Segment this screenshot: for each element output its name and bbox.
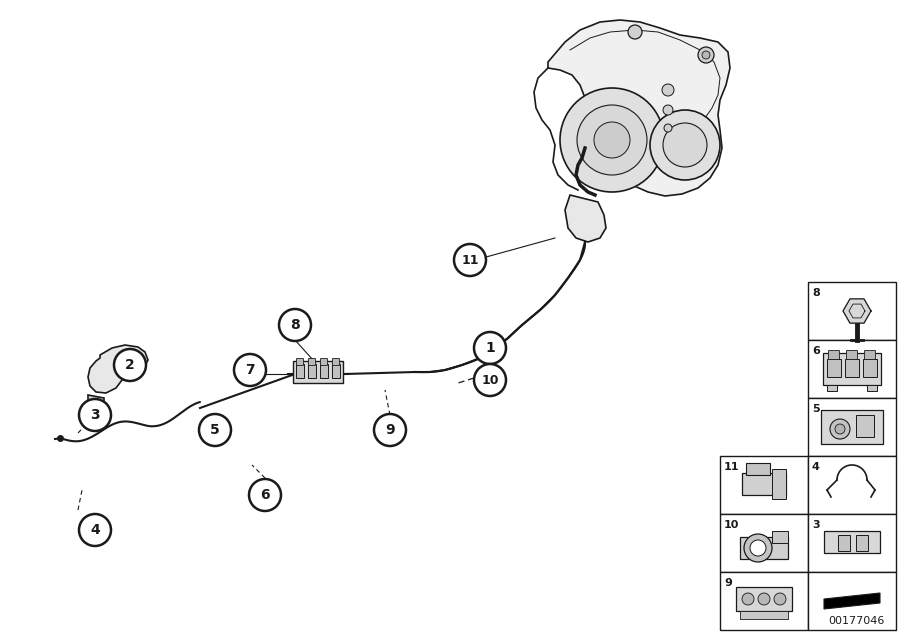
Circle shape bbox=[830, 419, 850, 439]
Circle shape bbox=[374, 414, 406, 446]
FancyBboxPatch shape bbox=[740, 611, 788, 619]
FancyBboxPatch shape bbox=[808, 572, 896, 630]
FancyBboxPatch shape bbox=[772, 469, 786, 499]
Text: 7: 7 bbox=[245, 363, 255, 377]
Circle shape bbox=[474, 332, 506, 364]
FancyBboxPatch shape bbox=[746, 463, 770, 475]
FancyBboxPatch shape bbox=[332, 364, 340, 378]
FancyBboxPatch shape bbox=[320, 359, 328, 366]
Circle shape bbox=[663, 105, 673, 115]
Text: 4: 4 bbox=[90, 523, 100, 537]
Circle shape bbox=[234, 354, 266, 386]
FancyBboxPatch shape bbox=[838, 535, 850, 551]
FancyBboxPatch shape bbox=[856, 535, 868, 551]
Text: 3: 3 bbox=[812, 520, 820, 530]
FancyBboxPatch shape bbox=[863, 359, 877, 377]
FancyBboxPatch shape bbox=[740, 537, 788, 559]
Circle shape bbox=[594, 122, 630, 158]
Circle shape bbox=[744, 534, 772, 562]
Text: 00177046: 00177046 bbox=[829, 616, 885, 626]
Circle shape bbox=[79, 399, 111, 431]
Circle shape bbox=[121, 353, 129, 361]
Circle shape bbox=[650, 110, 720, 180]
Circle shape bbox=[750, 540, 766, 556]
Text: 8: 8 bbox=[290, 318, 300, 332]
Circle shape bbox=[835, 424, 845, 434]
Polygon shape bbox=[565, 195, 606, 242]
FancyBboxPatch shape bbox=[867, 385, 877, 391]
Text: 8: 8 bbox=[812, 288, 820, 298]
Text: 11: 11 bbox=[461, 254, 479, 266]
Circle shape bbox=[560, 88, 664, 192]
Circle shape bbox=[114, 349, 146, 381]
FancyBboxPatch shape bbox=[821, 410, 883, 444]
Circle shape bbox=[577, 105, 647, 175]
FancyBboxPatch shape bbox=[720, 572, 808, 630]
Text: 9: 9 bbox=[724, 578, 732, 588]
Circle shape bbox=[663, 123, 707, 167]
Circle shape bbox=[279, 309, 311, 341]
FancyBboxPatch shape bbox=[808, 456, 896, 514]
Circle shape bbox=[199, 414, 231, 446]
Text: 5: 5 bbox=[210, 423, 220, 437]
Polygon shape bbox=[88, 345, 148, 393]
Text: 4: 4 bbox=[812, 462, 820, 472]
FancyBboxPatch shape bbox=[827, 385, 837, 391]
Text: 11: 11 bbox=[724, 462, 740, 472]
Circle shape bbox=[454, 244, 486, 276]
FancyBboxPatch shape bbox=[808, 514, 896, 572]
FancyBboxPatch shape bbox=[332, 359, 339, 366]
FancyBboxPatch shape bbox=[856, 415, 874, 437]
FancyBboxPatch shape bbox=[296, 364, 304, 378]
Circle shape bbox=[698, 47, 714, 63]
FancyBboxPatch shape bbox=[827, 359, 841, 377]
Circle shape bbox=[79, 514, 111, 546]
Circle shape bbox=[702, 51, 710, 59]
Circle shape bbox=[662, 84, 674, 96]
Circle shape bbox=[774, 593, 786, 605]
Circle shape bbox=[249, 479, 281, 511]
FancyBboxPatch shape bbox=[845, 359, 859, 377]
FancyBboxPatch shape bbox=[308, 364, 316, 378]
FancyBboxPatch shape bbox=[742, 473, 786, 495]
FancyBboxPatch shape bbox=[824, 531, 880, 553]
Circle shape bbox=[742, 593, 754, 605]
Text: 6: 6 bbox=[260, 488, 270, 502]
Polygon shape bbox=[293, 361, 343, 383]
Text: 9: 9 bbox=[385, 423, 395, 437]
FancyBboxPatch shape bbox=[736, 587, 792, 611]
FancyBboxPatch shape bbox=[808, 340, 896, 398]
FancyBboxPatch shape bbox=[865, 350, 876, 359]
Circle shape bbox=[758, 593, 770, 605]
FancyBboxPatch shape bbox=[829, 350, 840, 359]
Polygon shape bbox=[843, 299, 871, 323]
Text: 6: 6 bbox=[812, 346, 820, 356]
FancyBboxPatch shape bbox=[772, 531, 788, 543]
Text: 5: 5 bbox=[812, 404, 820, 414]
FancyBboxPatch shape bbox=[847, 350, 858, 359]
FancyBboxPatch shape bbox=[808, 398, 896, 456]
FancyBboxPatch shape bbox=[320, 364, 328, 378]
FancyBboxPatch shape bbox=[309, 359, 316, 366]
Circle shape bbox=[664, 124, 672, 132]
FancyBboxPatch shape bbox=[720, 456, 808, 514]
FancyBboxPatch shape bbox=[296, 359, 303, 366]
Polygon shape bbox=[824, 593, 880, 609]
FancyBboxPatch shape bbox=[808, 282, 896, 340]
Text: 10: 10 bbox=[724, 520, 740, 530]
Text: 1: 1 bbox=[485, 341, 495, 355]
Polygon shape bbox=[88, 395, 104, 412]
Text: 2: 2 bbox=[125, 358, 135, 372]
Circle shape bbox=[474, 364, 506, 396]
Text: 10: 10 bbox=[482, 373, 499, 387]
Polygon shape bbox=[548, 20, 730, 196]
Text: 3: 3 bbox=[90, 408, 100, 422]
FancyBboxPatch shape bbox=[823, 353, 881, 385]
Circle shape bbox=[628, 25, 642, 39]
FancyBboxPatch shape bbox=[720, 514, 808, 572]
